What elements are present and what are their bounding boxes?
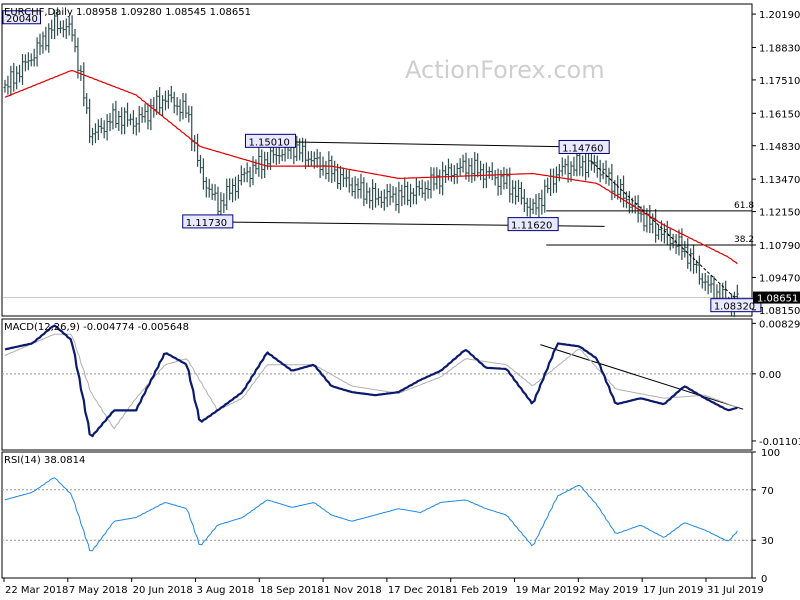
level-label-box bbox=[558, 139, 610, 154]
macd-signal-line bbox=[4, 333, 738, 430]
macd-tick-label: 0.00 bbox=[759, 370, 781, 381]
macd-tick-label: 0.008292 bbox=[759, 319, 800, 330]
level-label-text: 1.08320 bbox=[714, 302, 755, 313]
macd-title: MACD(12,26,9) -0.004774 -0.005648 bbox=[4, 322, 189, 333]
falling-trendline bbox=[591, 160, 737, 300]
panel-frame-0 bbox=[1, 3, 753, 317]
macd-trendline bbox=[540, 344, 744, 410]
current-price-label: 1.08651 bbox=[757, 294, 798, 305]
fib-label: 61.8 bbox=[734, 201, 754, 211]
price-tick-label: 1.12150 bbox=[759, 208, 800, 219]
x-tick-label: 1 Feb 2019 bbox=[452, 585, 508, 596]
rsi-title: RSI(14) 38.0814 bbox=[4, 455, 85, 466]
level-label-text: 1.11730 bbox=[186, 218, 227, 229]
level-label-box bbox=[182, 214, 234, 229]
price-tick-label: 1.16150 bbox=[759, 109, 800, 120]
price-overlays: 61.8 38.2 bbox=[207, 140, 754, 410]
macd-line bbox=[4, 324, 738, 438]
rsi-tick-label: 30 bbox=[761, 536, 774, 547]
price-tick-label: 1.08150 bbox=[759, 306, 800, 317]
series-lines bbox=[4, 69, 738, 552]
fib-label: 38.2 bbox=[734, 235, 754, 245]
price-tick-label: 1.20190 bbox=[759, 10, 800, 21]
axes: 1.20190 1.18830 1.17510 1.16150 1.14830 1.134… bbox=[3, 10, 800, 596]
level-label-text: 1.11620 bbox=[511, 221, 552, 232]
x-tick-label: 7 May 2018 bbox=[69, 585, 128, 596]
level-label-text: 1.15010 bbox=[248, 137, 289, 148]
level-label-box bbox=[710, 298, 762, 313]
panel-frame-1 bbox=[1, 318, 753, 451]
level-labels: 20040 1.15010 1.11730 1.14760 1.11620 1.08320 bbox=[2, 10, 762, 313]
rsi-tick-label: 70 bbox=[761, 486, 774, 497]
watermark: ActionForex.com bbox=[405, 56, 605, 84]
ma-line bbox=[4, 69, 738, 265]
price-tick-label: 1.09470 bbox=[759, 273, 800, 284]
x-tick-label: 19 Mar 2019 bbox=[516, 585, 579, 596]
grid-lines bbox=[2, 297, 752, 541]
panel-frames bbox=[1, 3, 753, 579]
x-tick-label: 1 Nov 2018 bbox=[324, 585, 382, 596]
resistance-trendline bbox=[258, 140, 609, 148]
x-tick-label: 22 Mar 2018 bbox=[5, 585, 68, 596]
price-tick-label: 1.10790 bbox=[759, 241, 800, 252]
price-tick-label: 1.18830 bbox=[759, 43, 800, 54]
rsi-tick-label: 100 bbox=[761, 448, 780, 459]
rsi-line bbox=[4, 477, 738, 552]
level-label-text: 20040 bbox=[6, 14, 38, 25]
level-label-text: 1.14760 bbox=[562, 143, 603, 154]
level-label-box bbox=[2, 10, 41, 25]
price-bars bbox=[3, 7, 739, 318]
price-title: EURCHF,Daily 1.08958 1.09280 1.08545 1.0… bbox=[4, 7, 251, 18]
x-tick-label: 31 Jul 2019 bbox=[707, 585, 764, 596]
x-tick-label: 3 Aug 2018 bbox=[196, 585, 254, 596]
panel-frame-2 bbox=[1, 451, 753, 579]
rsi-tick-label: 0 bbox=[761, 574, 767, 585]
macd-tick-label: -0.011015 bbox=[759, 437, 800, 448]
level-label-box bbox=[244, 133, 297, 148]
x-tick-label: 17 Dec 2018 bbox=[388, 585, 452, 596]
price-tick-label: 1.13470 bbox=[759, 175, 800, 186]
price-tick-label: 1.14830 bbox=[759, 142, 800, 153]
x-tick-label: 2 May 2019 bbox=[579, 585, 638, 596]
x-tick-label: 17 Jun 2019 bbox=[643, 585, 703, 596]
price-tick-label: 1.17510 bbox=[759, 76, 800, 87]
x-tick-label: 18 Sep 2018 bbox=[260, 585, 323, 596]
level-label-box bbox=[507, 217, 559, 232]
current-price-box bbox=[753, 291, 800, 304]
x-tick-label: 20 Jun 2018 bbox=[133, 585, 193, 596]
